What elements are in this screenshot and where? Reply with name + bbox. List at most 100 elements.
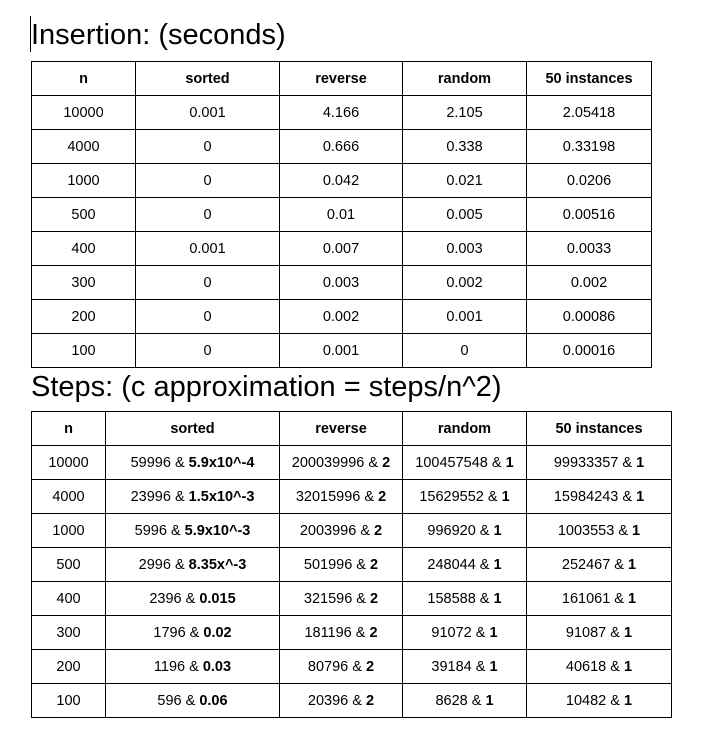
table-cell[interactable]: 2003996 & 2 (279, 513, 403, 548)
table-cell[interactable]: 100457548 & 1 (402, 445, 527, 480)
table-cell[interactable]: 0.001 (135, 95, 280, 130)
n-cell[interactable]: 10000 (31, 95, 136, 130)
table-cell[interactable]: 200039996 & 2 (279, 445, 403, 480)
table-cell[interactable]: 4.166 (279, 95, 403, 130)
table-cell[interactable]: 20396 & 2 (279, 683, 403, 718)
table-cell[interactable]: 23996 & 1.5x10^-3 (105, 479, 280, 514)
insertion-header-cell[interactable]: reverse (279, 61, 403, 96)
steps-header-cell[interactable]: n (31, 411, 106, 446)
table-cell[interactable]: 1196 & 0.03 (105, 649, 280, 684)
table-cell[interactable]: 501996 & 2 (279, 547, 403, 582)
table-cell[interactable]: 181196 & 2 (279, 615, 403, 650)
steps-header-cell[interactable]: sorted (105, 411, 280, 446)
table-cell[interactable]: 0.001 (402, 299, 527, 334)
table-cell[interactable]: 0.042 (279, 163, 403, 198)
table-cell[interactable]: 2.105 (402, 95, 527, 130)
table-cell[interactable]: 0.002 (526, 265, 652, 300)
n-cell[interactable]: 10000 (31, 445, 106, 480)
insertion-header-cell[interactable]: n (31, 61, 136, 96)
n-cell[interactable]: 300 (31, 265, 136, 300)
table-cell[interactable]: 15984243 & 1 (526, 479, 672, 514)
table-cell[interactable]: 0.338 (402, 129, 527, 164)
table-cell[interactable]: 59996 & 5.9x10^-4 (105, 445, 280, 480)
table-cell[interactable]: 91072 & 1 (402, 615, 527, 650)
n-cell[interactable]: 200 (31, 299, 136, 334)
table-cell[interactable]: 0.00516 (526, 197, 652, 232)
table-cell[interactable]: 0.00016 (526, 333, 652, 368)
table-cell[interactable]: 1003553 & 1 (526, 513, 672, 548)
table-cell[interactable]: 2.05418 (526, 95, 652, 130)
table-row: 4000 0 0.666 0.338 0.33198 (31, 129, 652, 164)
separator: & (352, 556, 371, 573)
n-cell[interactable]: 500 (31, 197, 136, 232)
steps-count: 59996 (130, 454, 171, 471)
table-cell[interactable]: 0 (135, 129, 280, 164)
n-cell[interactable]: 4000 (31, 479, 106, 514)
table-cell[interactable]: 2996 & 8.35x^-3 (105, 547, 280, 582)
steps-header-cell[interactable]: random (402, 411, 527, 446)
table-cell[interactable]: 0.002 (279, 299, 403, 334)
separator: & (610, 556, 629, 573)
table-row: 10000 0.001 4.166 2.105 2.05418 (31, 95, 652, 130)
steps-header-cell[interactable]: 50 instances (526, 411, 672, 446)
steps-header-cell[interactable]: reverse (279, 411, 403, 446)
n-cell[interactable]: 100 (31, 333, 136, 368)
table-cell[interactable]: 10482 & 1 (526, 683, 672, 718)
table-cell[interactable]: 0 (135, 163, 280, 198)
table-cell[interactable]: 0.0033 (526, 231, 652, 266)
table-cell[interactable]: 0.007 (279, 231, 403, 266)
table-cell[interactable]: 0 (135, 265, 280, 300)
n-cell[interactable]: 400 (31, 581, 106, 616)
table-cell[interactable]: 0.33198 (526, 129, 652, 164)
table-cell[interactable]: 0.001 (279, 333, 403, 368)
insertion-header-cell[interactable]: 50 instances (526, 61, 652, 96)
n-cell[interactable]: 100 (31, 683, 106, 718)
table-cell[interactable]: 15629552 & 1 (402, 479, 527, 514)
table-cell[interactable]: 0.002 (402, 265, 527, 300)
table-cell[interactable]: 91087 & 1 (526, 615, 672, 650)
table-cell[interactable]: 248044 & 1 (402, 547, 527, 582)
n-cell[interactable]: 1000 (31, 163, 136, 198)
table-cell[interactable]: 5996 & 5.9x10^-3 (105, 513, 280, 548)
table-cell[interactable]: 0.001 (135, 231, 280, 266)
table-cell[interactable]: 2396 & 0.015 (105, 581, 280, 616)
table-cell[interactable]: 0.666 (279, 129, 403, 164)
table-cell[interactable]: 0.003 (279, 265, 403, 300)
insertion-header-cell[interactable]: sorted (135, 61, 280, 96)
n-cell[interactable]: 200 (31, 649, 106, 684)
table-cell[interactable]: 8628 & 1 (402, 683, 527, 718)
c-approximation: 2 (369, 624, 378, 641)
table-cell[interactable]: 0.005 (402, 197, 527, 232)
n-cell[interactable]: 400 (31, 231, 136, 266)
table-cell[interactable]: 80796 & 2 (279, 649, 403, 684)
table-cell[interactable]: 0.00086 (526, 299, 652, 334)
n-cell[interactable]: 4000 (31, 129, 136, 164)
table-cell[interactable]: 1796 & 0.02 (105, 615, 280, 650)
table-cell[interactable]: 996920 & 1 (402, 513, 527, 548)
c-approximation: 1 (632, 522, 641, 539)
table-row: 10000 59996 & 5.9x10^-4 200039996 & 2 10045… (31, 445, 672, 480)
table-cell[interactable]: 99933357 & 1 (526, 445, 672, 480)
table-cell[interactable]: 0.0206 (526, 163, 652, 198)
table-cell[interactable]: 39184 & 1 (402, 649, 527, 684)
table-cell[interactable]: 596 & 0.06 (105, 683, 280, 718)
table-cell[interactable]: 0 (135, 299, 280, 334)
n-cell[interactable]: 1000 (31, 513, 106, 548)
table-cell[interactable]: 0.003 (402, 231, 527, 266)
table-cell[interactable]: 40618 & 1 (526, 649, 672, 684)
table-cell[interactable]: 321596 & 2 (279, 581, 403, 616)
table-cell[interactable]: 252467 & 1 (526, 547, 672, 582)
n-cell[interactable]: 300 (31, 615, 106, 650)
table-cell[interactable]: 0 (135, 197, 280, 232)
table-cell[interactable]: 161061 & 1 (526, 581, 672, 616)
c-approximation: 0.03 (202, 658, 232, 675)
table-cell[interactable]: 0.01 (279, 197, 403, 232)
n-cell[interactable]: 500 (31, 547, 106, 582)
table-cell[interactable]: 0 (402, 333, 527, 368)
table-cell[interactable]: 0 (135, 333, 280, 368)
table-cell[interactable]: 32015996 & 2 (279, 479, 403, 514)
table-cell[interactable]: 158588 & 1 (402, 581, 527, 616)
steps-header-row: n sorted reverse random 50 instances (31, 411, 672, 446)
table-cell[interactable]: 0.021 (402, 163, 527, 198)
insertion-header-cell[interactable]: random (402, 61, 527, 96)
